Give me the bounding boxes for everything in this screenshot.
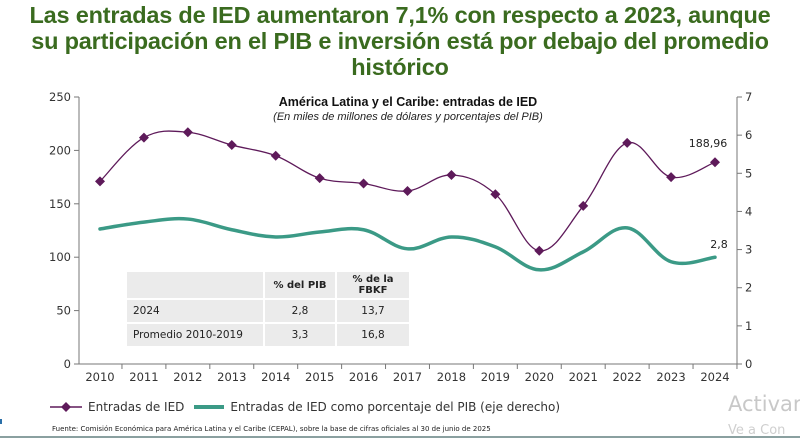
legend: Entradas de IED Entradas de IED como por… xyxy=(50,400,560,414)
left-axis-tick-label: 50 xyxy=(56,304,71,318)
data-point-ied xyxy=(226,140,237,151)
headline-line-1: Las entradas de IED aumentaron 7,1% con … xyxy=(29,2,771,28)
left-axis-tick-label: 250 xyxy=(49,90,71,104)
right-axis-tick-label: 6 xyxy=(745,128,752,142)
headline: Las entradas de IED aumentaron 7,1% con … xyxy=(0,2,800,80)
x-axis-tick-label: 2014 xyxy=(261,370,290,384)
x-axis-tick-label: 2022 xyxy=(613,370,642,384)
data-point-ied xyxy=(138,132,149,143)
x-axis-tick-label: 2017 xyxy=(393,370,422,384)
x-axis-tick-label: 2012 xyxy=(173,370,202,384)
axes: 0 50 100 150 200 250 0 1 2 3 4 5 6 7 2010 2011 2012 2013 2… xyxy=(49,90,752,384)
table-header-pib: % del PIB xyxy=(265,272,335,298)
table-header-empty xyxy=(127,272,263,298)
right-axis-tick-label: 3 xyxy=(745,243,752,257)
table-row: 2024 2,8 13,7 xyxy=(127,300,409,322)
right-axis-tick-label: 4 xyxy=(745,204,752,218)
x-axis-tick-label: 2016 xyxy=(349,370,378,384)
table-cell-pib: 3,3 xyxy=(265,324,335,346)
diamond-line-icon xyxy=(50,402,82,412)
line-swatch-icon xyxy=(194,405,225,409)
table-header-row: % del PIB % de la FBKF xyxy=(127,272,409,298)
line-ied xyxy=(99,130,716,252)
table-cell-pib: 2,8 xyxy=(265,300,335,322)
table-row: Promedio 2010-2019 3,3 16,8 xyxy=(127,324,409,346)
x-axis-tick-label: 2010 xyxy=(85,370,114,384)
chart-subtitle: (En miles de millones de dólares y porce… xyxy=(273,111,543,123)
chart-title: América Latina y el Caribe: entradas de … xyxy=(279,95,537,109)
data-point-ied xyxy=(270,150,281,161)
x-axis-tick-label: 2021 xyxy=(569,370,598,384)
data-point-ied xyxy=(710,157,720,168)
data-point-ied xyxy=(402,185,413,196)
table-cell-fbkf: 13,7 xyxy=(337,300,409,322)
series-ied xyxy=(95,127,720,256)
x-axis-tick-label: 2013 xyxy=(217,370,246,384)
right-axis-tick-label: 0 xyxy=(745,357,752,371)
headline-line-2: su participación en el PIB e inversión e… xyxy=(31,28,769,54)
table-cell-fbkf: 16,8 xyxy=(337,324,409,346)
data-point-ied xyxy=(182,127,193,138)
table-cell-label: Promedio 2010-2019 xyxy=(127,324,263,346)
data-point-ied xyxy=(490,189,501,200)
x-axis-tick-label: 2011 xyxy=(129,370,158,384)
data-point-ied xyxy=(446,169,457,180)
end-label-ied: 188,96 xyxy=(689,137,728,150)
data-point-ied xyxy=(622,137,633,148)
table-header-fbkf: % de la FBKF xyxy=(337,272,409,298)
data-point-ied xyxy=(95,176,105,187)
series-ied-pib xyxy=(98,216,717,272)
legend-label-ied: Entradas de IED xyxy=(88,400,185,414)
headline-line-3: histórico xyxy=(351,54,449,80)
data-point-ied xyxy=(578,200,589,211)
data-labels: 188,96 2,8 xyxy=(689,137,728,251)
summary-table: % del PIB % de la FBKF 2024 2,8 13,7 Pro… xyxy=(125,270,411,348)
right-axis-tick-label: 5 xyxy=(745,166,752,180)
edge-mark xyxy=(0,419,2,424)
right-axis-tick-label: 7 xyxy=(745,90,752,104)
left-axis-tick-label: 150 xyxy=(49,197,71,211)
table-cell-label: 2024 xyxy=(127,300,263,322)
source-note: Fuente: Comisión Económica para América … xyxy=(52,425,491,433)
end-label-ied-pib: 2,8 xyxy=(710,238,728,251)
legend-item-ied: Entradas de IED xyxy=(50,400,184,414)
activation-watermark-sub: Ve a Con xyxy=(728,423,786,438)
right-axis-tick-label: 1 xyxy=(745,319,752,333)
x-axis-tick-label: 2023 xyxy=(656,370,685,384)
left-axis-tick-label: 0 xyxy=(64,357,71,371)
line-ied-pib xyxy=(98,216,717,272)
x-axis-tick-label: 2019 xyxy=(481,370,510,384)
legend-item-ied-pib: Entradas de IED como porcentaje del PIB … xyxy=(194,400,560,414)
activation-watermark: Activar xyxy=(728,392,800,416)
x-axis-tick-label: 2020 xyxy=(525,370,554,384)
right-axis-tick-label: 2 xyxy=(745,281,752,295)
legend-label-ied-pib: Entradas de IED como porcentaje del PIB … xyxy=(230,400,561,414)
x-axis-tick-label: 2024 xyxy=(700,370,729,384)
left-axis-tick-label: 100 xyxy=(49,250,71,264)
x-axis-tick-label: 2015 xyxy=(305,370,334,384)
x-axis-tick-label: 2018 xyxy=(437,370,466,384)
left-axis-tick-label: 200 xyxy=(49,143,71,157)
data-point-ied xyxy=(314,173,325,184)
data-point-ied xyxy=(534,245,545,256)
data-point-ied xyxy=(666,172,677,183)
bottom-divider xyxy=(0,436,800,438)
data-point-ied xyxy=(358,178,369,189)
